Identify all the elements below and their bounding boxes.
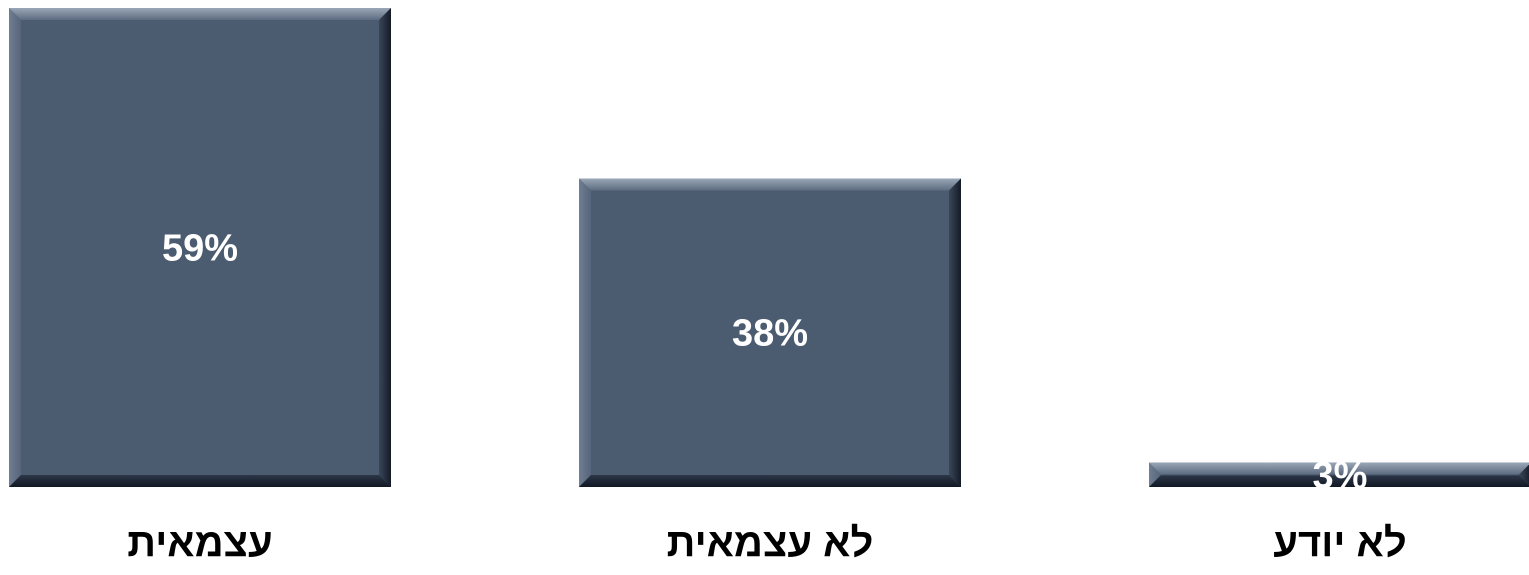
bar-bevel-right bbox=[1519, 464, 1529, 485]
bar-bevel-top bbox=[1149, 462, 1529, 475]
category-label: לא עצמאית bbox=[667, 521, 874, 565]
bar-bevel-bottom bbox=[579, 475, 961, 487]
bar-bevel-top bbox=[9, 8, 391, 20]
category-label: עצמאית bbox=[127, 521, 272, 565]
bar-value-label: 59% bbox=[162, 228, 238, 270]
bar bbox=[579, 178, 961, 488]
bar-bevel-top bbox=[579, 178, 961, 191]
category-label: לא יודע bbox=[1273, 521, 1406, 565]
bar bbox=[9, 8, 391, 487]
bar-bevel-left bbox=[9, 8, 21, 487]
bar-value-label: 38% bbox=[732, 313, 808, 355]
value-labels-layer: 59% 38% 3% bbox=[162, 228, 1367, 497]
bar-bevel-right bbox=[379, 8, 391, 487]
bar-bevel-bottom bbox=[9, 475, 391, 487]
bar bbox=[1149, 462, 1529, 487]
bars-layer bbox=[9, 8, 1529, 488]
category-labels-layer: עצמאית לא עצמאית לא יודע bbox=[127, 521, 1406, 565]
bar-bevel-left bbox=[579, 178, 591, 488]
bar-face bbox=[9, 8, 391, 487]
bar-face bbox=[579, 178, 961, 488]
bar-value-label: 3% bbox=[1313, 455, 1368, 497]
bar-bevel-left bbox=[1149, 462, 1161, 487]
bar-bevel-bottom bbox=[1149, 475, 1529, 487]
bar-bevel-right bbox=[949, 178, 961, 488]
